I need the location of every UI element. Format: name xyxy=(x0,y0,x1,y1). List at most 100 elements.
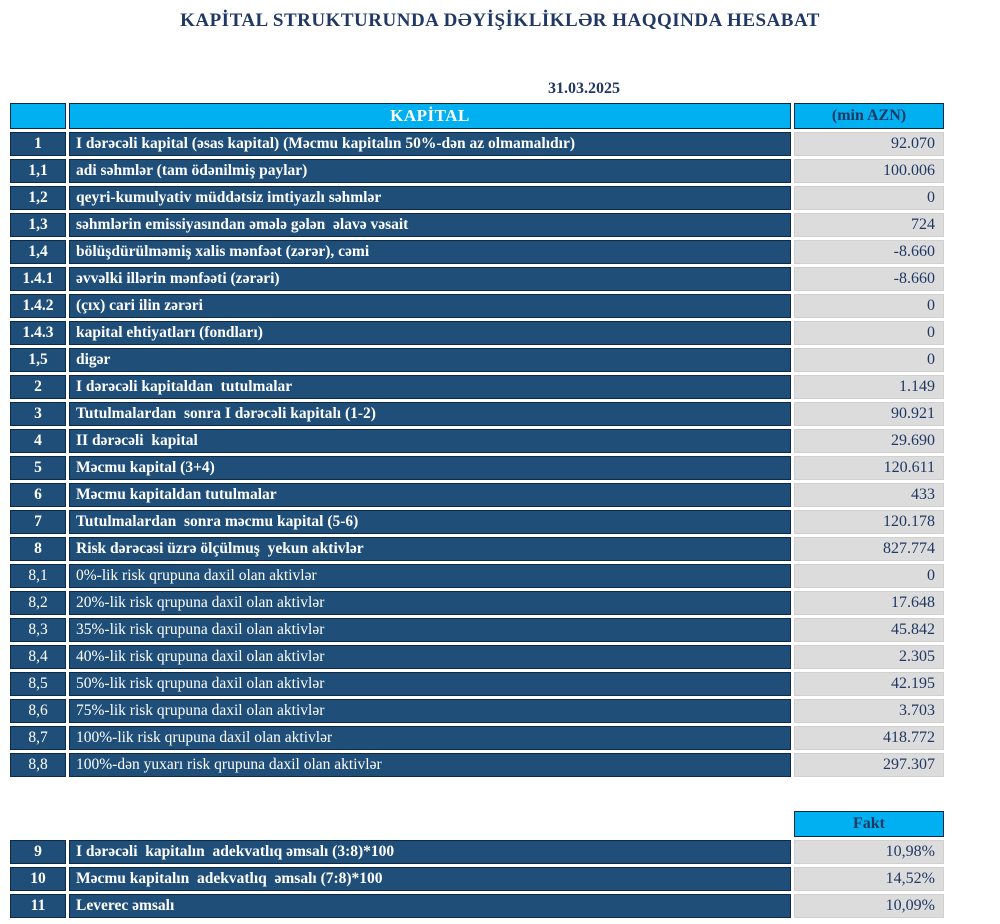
table-row: 1,1 adi səhmlər (tam ödənilmiş paylar) 100… xyxy=(10,159,944,183)
table-row: 1,4 bölüşdürülməmiş xalis mənfəət (zərər)… xyxy=(10,240,944,264)
table-row: 8,1 0%-lik risk qrupuna daxil olan aktivl… xyxy=(10,564,944,588)
row-value-cell: 3.703 xyxy=(794,699,944,723)
row-number-cell: 8,7 xyxy=(10,726,66,750)
row-label-cell: 20%-lik risk qrupuna daxil olan aktivlər xyxy=(69,591,791,615)
row-value-cell: 0 xyxy=(794,186,944,210)
row-label-cell: Tutulmalardan sonra məcmu kapital (5-6) xyxy=(69,510,791,534)
row-value-cell: 1.149 xyxy=(794,375,944,399)
row-label-cell: Risk dərəcəsi üzrə ölçülmuş yekun aktivl… xyxy=(69,537,791,561)
row-number-cell: 8,6 xyxy=(10,699,66,723)
row-value-cell: 10,09% xyxy=(794,894,944,918)
row-number-cell: 1,1 xyxy=(10,159,66,183)
table-row: 8,5 50%-lik risk qrupuna daxil olan aktiv… xyxy=(10,672,944,696)
row-label-cell: əvvəlki illərin mənfəəti (zərəri) xyxy=(69,267,791,291)
row-value-cell: 92.070 xyxy=(794,132,944,156)
table-row: 4 II dərəcəli kapital 29.690 xyxy=(10,429,944,453)
row-label-cell: Leverec əmsalı xyxy=(69,894,791,918)
row-number-cell: 6 xyxy=(10,483,66,507)
row-number-cell: 5 xyxy=(10,456,66,480)
row-number-cell: 1.4.2 xyxy=(10,294,66,318)
row-label-cell: 40%-lik risk qrupuna daxil olan aktivlər xyxy=(69,645,791,669)
row-number-cell: 8,2 xyxy=(10,591,66,615)
row-number-cell: 8 xyxy=(10,537,66,561)
row-label-cell: (çıx) cari ilin zərəri xyxy=(69,294,791,318)
row-label-cell: I dərəcəli kapitaldan tutulmalar xyxy=(69,375,791,399)
row-value-cell: 0 xyxy=(794,321,944,345)
row-label-cell: 0%-lik risk qrupuna daxil olan aktivlər xyxy=(69,564,791,588)
row-value-cell: 45.842 xyxy=(794,618,944,642)
row-label-cell: səhmlərin emissiyasından əmələ gələn əla… xyxy=(69,213,791,237)
row-number-cell: 8,1 xyxy=(10,564,66,588)
table-row: 8,6 75%-lik risk qrupuna daxil olan aktiv… xyxy=(10,699,944,723)
row-value-cell: 297.307 xyxy=(794,753,944,777)
ratios-header-fakt-label: Fakt xyxy=(794,811,944,837)
row-number-cell: 8,8 xyxy=(10,753,66,777)
table-row: 8 Risk dərəcəsi üzrə ölçülmuş yekun aktiv… xyxy=(10,537,944,561)
row-label-cell: I dərəcəli kapitalın adekvatlıq əmsalı (… xyxy=(69,840,791,864)
header-kapital-label: KAPİTAL xyxy=(69,103,791,129)
table-row: 1,5 digər 0 xyxy=(10,348,944,372)
ratios-header-blank-number xyxy=(10,811,66,837)
row-value-cell: 29.690 xyxy=(794,429,944,453)
table-row: 10 Məcmu kapitalın adekvatlıq əmsalı (7:8… xyxy=(10,867,944,891)
row-value-cell: -8.660 xyxy=(794,240,944,264)
row-number-cell: 1,4 xyxy=(10,240,66,264)
row-label-cell: 35%-lik risk qrupuna daxil olan aktivlər xyxy=(69,618,791,642)
row-value-cell: 0 xyxy=(794,294,944,318)
row-label-cell: adi səhmlər (tam ödənilmiş paylar) xyxy=(69,159,791,183)
row-number-cell: 3 xyxy=(10,402,66,426)
table-row: 5 Məcmu kapital (3+4) 120.611 xyxy=(10,456,944,480)
row-number-cell: 10 xyxy=(10,867,66,891)
table-row: 3 Tutulmalardan sonra I dərəcəli kapitalı… xyxy=(10,402,944,426)
row-number-cell: 4 xyxy=(10,429,66,453)
row-value-cell: 433 xyxy=(794,483,944,507)
row-value-cell: 14,52% xyxy=(794,867,944,891)
row-value-cell: 42.195 xyxy=(794,672,944,696)
row-value-cell: 120.611 xyxy=(794,456,944,480)
row-label-cell: Məcmu kapitaldan tutulmalar xyxy=(69,483,791,507)
row-number-cell: 11 xyxy=(10,894,66,918)
table-row: 1.4.3 kapital ehtiyatları (fondları) 0 xyxy=(10,321,944,345)
row-value-cell: 90.921 xyxy=(794,402,944,426)
row-label-cell: II dərəcəli kapital xyxy=(69,429,791,453)
row-label-cell: digər xyxy=(69,348,791,372)
row-number-cell: 8,4 xyxy=(10,645,66,669)
table-row: 6 Məcmu kapitaldan tutulmalar 433 xyxy=(10,483,944,507)
row-label-cell: kapital ehtiyatları (fondları) xyxy=(69,321,791,345)
row-number-cell: 1,5 xyxy=(10,348,66,372)
header-number-cell xyxy=(10,103,66,129)
row-label-cell: bölüşdürülməmiş xalis mənfəət (zərər), c… xyxy=(69,240,791,264)
table-row: 8,8 100%-dən yuxarı risk qrupuna daxil ol… xyxy=(10,753,944,777)
row-number-cell: 1,3 xyxy=(10,213,66,237)
row-value-cell: 120.178 xyxy=(794,510,944,534)
table-row: 11 Leverec əmsalı 10,09% xyxy=(10,894,944,918)
row-number-cell: 1 xyxy=(10,132,66,156)
table-row: 1,3 səhmlərin emissiyasından əmələ gələn … xyxy=(10,213,944,237)
row-number-cell: 8,5 xyxy=(10,672,66,696)
row-number-cell: 2 xyxy=(10,375,66,399)
row-label-cell: 50%-lik risk qrupuna daxil olan aktivlər xyxy=(69,672,791,696)
page-title: KAPİTAL STRUKTURUNDA DƏYİŞİKLİKLƏR HAQQI… xyxy=(180,10,820,31)
table-row: 1,2 qeyri-kumulyativ müddətsiz imtiyazlı … xyxy=(10,186,944,210)
row-value-cell: 418.772 xyxy=(794,726,944,750)
row-value-cell: 2.305 xyxy=(794,645,944,669)
capital-table-header-row: KAPİTAL (min AZN) xyxy=(10,103,944,129)
row-value-cell: -8.660 xyxy=(794,267,944,291)
row-value-cell: 0 xyxy=(794,564,944,588)
row-label-cell: I dərəcəli kapital (əsas kapital) (Məcmu… xyxy=(69,132,791,156)
row-number-cell: 1.4.3 xyxy=(10,321,66,345)
row-label-cell: qeyri-kumulyativ müddətsiz imtiyazlı səh… xyxy=(69,186,791,210)
table-row: 8,3 35%-lik risk qrupuna daxil olan aktiv… xyxy=(10,618,944,642)
header-unit-label: (min AZN) xyxy=(794,103,944,129)
row-label-cell: 100%-lik risk qrupuna daxil olan aktivlə… xyxy=(69,726,791,750)
row-value-cell: 0 xyxy=(794,348,944,372)
table-row: 8,7 100%-lik risk qrupuna daxil olan akti… xyxy=(10,726,944,750)
row-label-cell: Tutulmalardan sonra I dərəcəli kapitalı … xyxy=(69,402,791,426)
